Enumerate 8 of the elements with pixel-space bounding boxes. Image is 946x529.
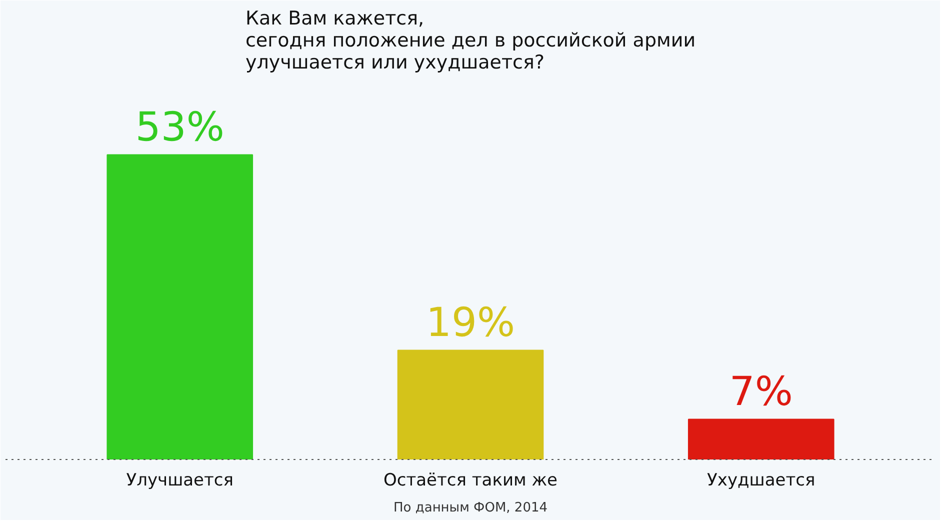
text: По данным ФОМ, 2014 (393, 500, 548, 516)
x-tick-label: Остаётся таким же (383, 470, 558, 490)
data-label: 19% (426, 300, 515, 346)
x-tick-label: Ухудшается (707, 470, 816, 490)
data-label: 53% (135, 104, 224, 151)
chart-title: Как Вам кажется, сегодня положение дел в российской армии улучшается или ухудшается? (245, 8, 696, 74)
data-label: 7% (729, 369, 793, 416)
x-tick-label: Улучшается (126, 470, 234, 490)
